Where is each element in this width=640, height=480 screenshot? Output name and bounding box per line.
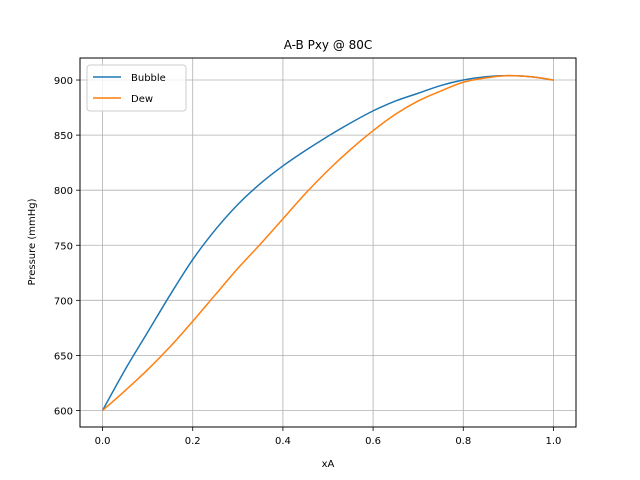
y-tick-label: 750 <box>54 241 73 252</box>
x-tick-label: 1.0 <box>546 436 562 447</box>
x-axis-label: xA <box>322 459 335 470</box>
y-tick-label: 600 <box>54 406 73 417</box>
legend-label-bubble: Bubble <box>131 73 166 84</box>
x-tick-label: 0.2 <box>185 436 201 447</box>
x-tick-label: 0.6 <box>365 436 381 447</box>
y-tick-label: 850 <box>54 131 73 142</box>
x-tick-label: 0.4 <box>275 436 291 447</box>
y-tick-label: 650 <box>54 351 73 362</box>
series-lines <box>101 74 554 412</box>
legend: Bubble Dew <box>86 64 187 112</box>
y-tick-label: 800 <box>54 186 73 197</box>
legend-label-dew: Dew <box>131 94 153 105</box>
chart-title: A-B Pxy @ 80C <box>284 38 373 52</box>
y-tick-label: 900 <box>54 76 73 87</box>
plot-frame <box>79 57 577 428</box>
x-tick-label: 0.8 <box>455 436 471 447</box>
x-tick-label: 0.0 <box>95 436 111 447</box>
y-axis-ticks: 600 650 700 750 800 850 900 <box>54 76 80 417</box>
series-line-bubble <box>101 74 554 411</box>
plot-area <box>80 58 576 427</box>
x-axis-ticks: 0.0 0.2 0.4 0.6 0.8 1.0 <box>95 427 562 447</box>
series-line-dew <box>102 74 554 412</box>
y-axis-label: Pressure (mmHg) <box>27 198 38 285</box>
y-tick-label: 700 <box>54 296 73 307</box>
